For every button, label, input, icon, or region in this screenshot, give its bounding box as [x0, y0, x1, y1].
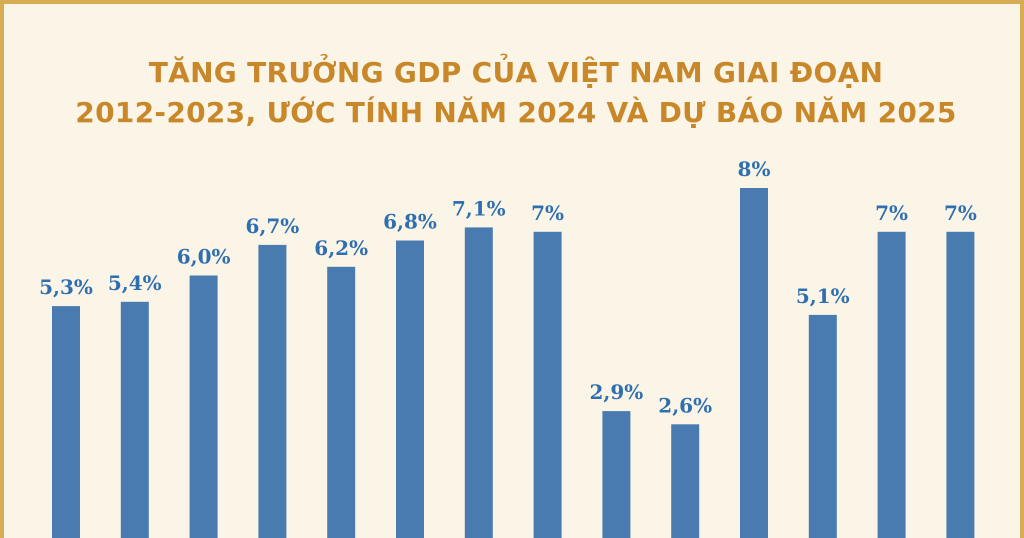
bar-2016: [327, 266, 356, 538]
data-label-2020: 2,9%: [589, 380, 643, 404]
data-label-2021: 2,6%: [658, 393, 712, 417]
data-label-2012: 5,3%: [39, 275, 93, 299]
bar-2014: [189, 275, 218, 538]
bar-2022: [740, 188, 768, 538]
data-label-2024: 7%: [875, 201, 908, 225]
data-label-2015: 6,7%: [245, 214, 299, 238]
bar-2012: [52, 306, 80, 538]
data-label-2017: 6,8%: [383, 210, 437, 234]
data-label-2014: 6,0%: [177, 245, 231, 269]
bars-group: [52, 188, 975, 538]
bar-2015: [258, 244, 287, 538]
bar-2018: [464, 227, 493, 538]
bar-2017: [396, 240, 424, 538]
data-label-2023: 5,1%: [796, 284, 850, 308]
chart-title-line-2: 2012-2023, ƯỚC TÍNH NĂM 2024 VÀ DỰ BÁO N…: [75, 96, 957, 129]
bar-2024: [877, 231, 906, 538]
data-label-2019: 7%: [531, 201, 564, 225]
data-label-2022: 8%: [738, 157, 771, 181]
bar-2021: [671, 424, 700, 538]
bar-2013: [120, 301, 149, 538]
bar-2025: [946, 231, 975, 538]
bar-2020: [602, 411, 631, 538]
data-label-2018: 7,1%: [452, 196, 506, 220]
chart-title-line-1: TĂNG TRƯỞNG GDP CỦA VIỆT NAM GIAI ĐOẠN: [148, 56, 884, 89]
bar-2019: [533, 231, 562, 538]
data-label-2013: 5,4%: [108, 271, 162, 295]
data-label-2025: 7%: [944, 201, 977, 225]
data-label-2016: 6,2%: [314, 236, 368, 260]
data-labels-group: 5,3% 5,4% 6,0% 6,7% 6,2% 6,8% 7,1% 7% 2,9% 2,6% 8%…: [39, 157, 977, 417]
bar-2023: [808, 314, 837, 538]
